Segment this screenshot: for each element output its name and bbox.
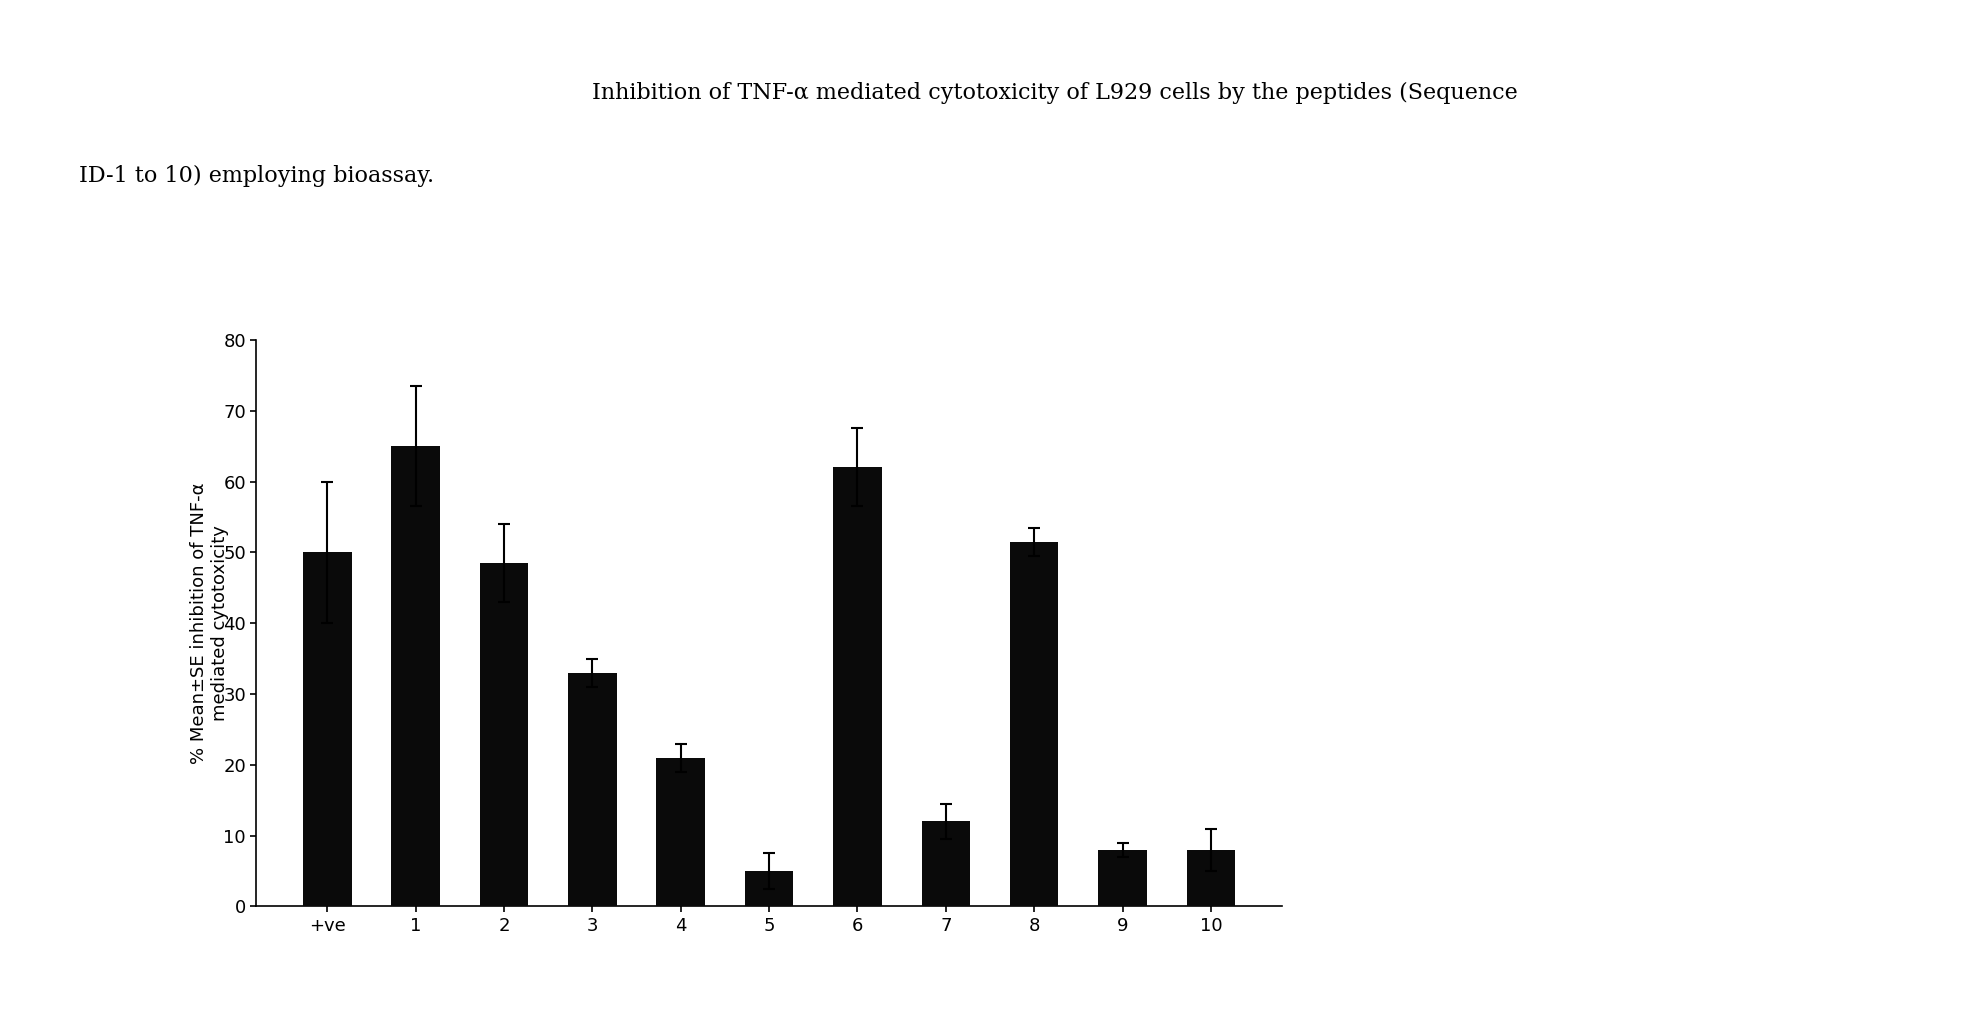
Bar (745, 871, 793, 906)
Bar (1187, 850, 1234, 906)
Bar (1098, 850, 1148, 906)
Bar (568, 673, 617, 906)
Bar (479, 563, 528, 906)
Bar (921, 822, 970, 906)
Text: Inhibition of TNF-α mediated cytotoxicity of L929 cells by the peptides (Sequenc: Inhibition of TNF-α mediated cytotoxicit… (592, 82, 1516, 104)
Bar (390, 446, 440, 906)
Y-axis label: % Mean±SE inhibition of TNF-α
mediated cytotoxicity: % Mean±SE inhibition of TNF-α mediated c… (189, 482, 229, 764)
Bar (1010, 542, 1059, 906)
Bar (832, 468, 881, 906)
Bar (304, 552, 351, 906)
Text: ID-1 to 10) employing bioassay.: ID-1 to 10) employing bioassay. (79, 165, 434, 186)
Bar (657, 758, 706, 906)
